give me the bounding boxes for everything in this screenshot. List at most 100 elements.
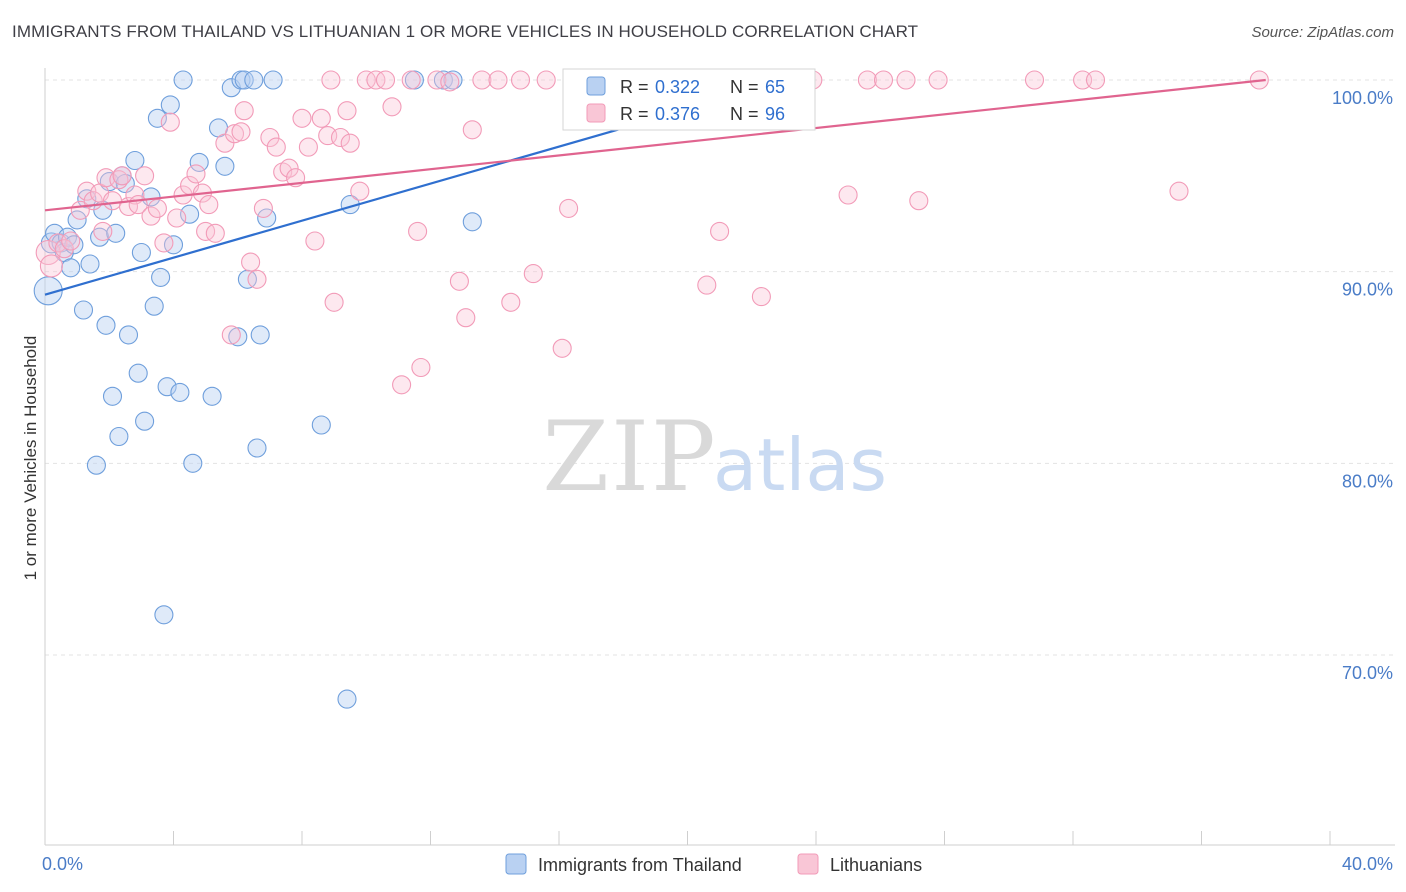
point-lithuanians-29 (205, 223, 225, 243)
point-thailand-10 (77, 189, 97, 209)
point-thailand-11 (80, 254, 100, 274)
point-lithuanians-18 (141, 206, 161, 226)
y-tick-label-0: 70.0% (1342, 663, 1393, 683)
point-thailand-9 (73, 300, 94, 320)
point-lithuanians-25 (186, 164, 206, 184)
point-lithuanians-57 (382, 97, 402, 117)
point-lithuanians-51 (337, 101, 357, 121)
point-thailand-54 (337, 689, 357, 709)
x-tick-label-0: 0.0% (42, 854, 83, 874)
bottom-legend-thailand: Immigrants from Thailand (538, 855, 742, 875)
point-lithuanians-50 (330, 127, 351, 148)
point-lithuanians-3 (54, 239, 74, 259)
point-lithuanians-90 (928, 70, 948, 90)
point-lithuanians-54 (356, 70, 376, 90)
legend-swatch-lithuanians (586, 103, 606, 123)
watermark: ZIP atlas (542, 401, 887, 513)
point-thailand-13 (90, 227, 110, 247)
legend-swatch-thailand (586, 76, 606, 96)
point-thailand-24 (128, 363, 148, 383)
bottom-swatch-thailand (505, 853, 527, 875)
point-lithuanians-88 (896, 70, 916, 90)
point-lithuanians-9 (93, 221, 113, 241)
point-thailand-17 (102, 386, 123, 406)
point-lithuanians-32 (224, 124, 245, 144)
point-lithuanians-69 (501, 292, 521, 312)
point-lithuanians-85 (838, 185, 858, 205)
point-lithuanians-66 (462, 120, 482, 140)
point-thailand-38 (183, 453, 203, 473)
point-lithuanians-79 (697, 275, 717, 295)
point-lithuanians-52 (340, 133, 360, 153)
watermark-atlas: atlas (713, 423, 887, 507)
trend-line-lithuanians (44, 78, 1266, 212)
point-lithuanians-89 (909, 191, 929, 211)
point-thailand-40 (202, 386, 222, 406)
point-lithuanians-34 (234, 101, 254, 121)
point-lithuanians-74 (559, 198, 579, 218)
point-lithuanians-53 (350, 181, 370, 201)
point-lithuanians-19 (147, 198, 167, 218)
point-thailand-19 (109, 426, 129, 447)
point-lithuanians-43 (292, 108, 312, 128)
legend-r-lithuanians: 0.376 (655, 104, 700, 124)
legend-n-label-thailand: N = (730, 77, 759, 97)
point-thailand-34 (163, 235, 184, 255)
point-lithuanians-73 (552, 338, 572, 358)
point-thailand-36 (173, 70, 193, 90)
point-lithuanians-17 (135, 166, 155, 186)
point-lithuanians-64 (449, 271, 469, 291)
point-lithuanians-67 (472, 70, 492, 90)
point-lithuanians-22 (167, 208, 187, 228)
point-lithuanians-93 (1085, 70, 1106, 90)
point-thailand-35 (170, 382, 190, 402)
point-thailand-44 (228, 327, 248, 347)
point-lithuanians-49 (324, 292, 344, 312)
point-thailand-31 (154, 605, 174, 625)
point-thailand-32 (157, 377, 177, 397)
x-tick-label-1: 40.0% (1342, 854, 1393, 874)
point-lithuanians-63 (440, 72, 460, 92)
point-lithuanians-31 (221, 325, 241, 345)
point-lithuanians-72 (536, 70, 556, 90)
point-thailand-22 (118, 325, 139, 345)
legend-r-label-lithuanians: R = (620, 104, 649, 124)
legend-r-thailand: 0.322 (655, 77, 700, 97)
point-thailand-5 (57, 227, 78, 247)
point-thailand-33 (160, 95, 180, 115)
point-thailand-26 (135, 411, 155, 431)
point-thailand-23 (125, 150, 145, 171)
legend-n-lithuanians: 96 (765, 104, 785, 124)
point-thailand-29 (147, 108, 167, 128)
axes (44, 68, 1395, 846)
point-lithuanians-33 (231, 122, 251, 142)
point-lithuanians-82 (751, 287, 771, 307)
y-axis-label: 1 or more Vehicles in Household (21, 336, 40, 581)
point-lithuanians-21 (160, 112, 180, 132)
legend-n-label-lithuanians: N = (730, 104, 759, 124)
point-lithuanians-0 (35, 239, 61, 266)
point-lithuanians-59 (401, 70, 421, 90)
tick-labels: 70.0% 80.0% 90.0% 100.0% 0.0% 40.0% (42, 88, 1393, 874)
chart-title: IMMIGRANTS FROM THAILAND VS LITHUANIAN 1… (12, 22, 919, 41)
point-thailand-57 (433, 70, 453, 90)
data-points (33, 70, 1269, 709)
bottom-swatch-lithuanians (797, 853, 819, 875)
point-thailand-28 (144, 296, 164, 316)
point-lithuanians-91 (1024, 70, 1045, 90)
stats-legend: R = 0.322 N = 65 R = 0.376 N = 96 (562, 68, 816, 131)
watermark-zip: ZIP (542, 401, 717, 513)
point-thailand-48 (244, 70, 264, 90)
point-thailand-37 (180, 204, 200, 224)
series-legend: Immigrants from Thailand Lithuanians (505, 853, 922, 875)
y-tick-label-3: 100.0% (1332, 88, 1393, 108)
y-tick-label-2: 90.0% (1342, 280, 1393, 300)
point-lithuanians-28 (199, 195, 219, 215)
point-lithuanians-1 (39, 254, 63, 278)
grid-lines (45, 79, 1395, 656)
point-lithuanians-27 (196, 221, 216, 241)
point-lithuanians-68 (488, 70, 508, 90)
point-lithuanians-44 (298, 137, 318, 157)
point-thailand-58 (443, 70, 463, 90)
